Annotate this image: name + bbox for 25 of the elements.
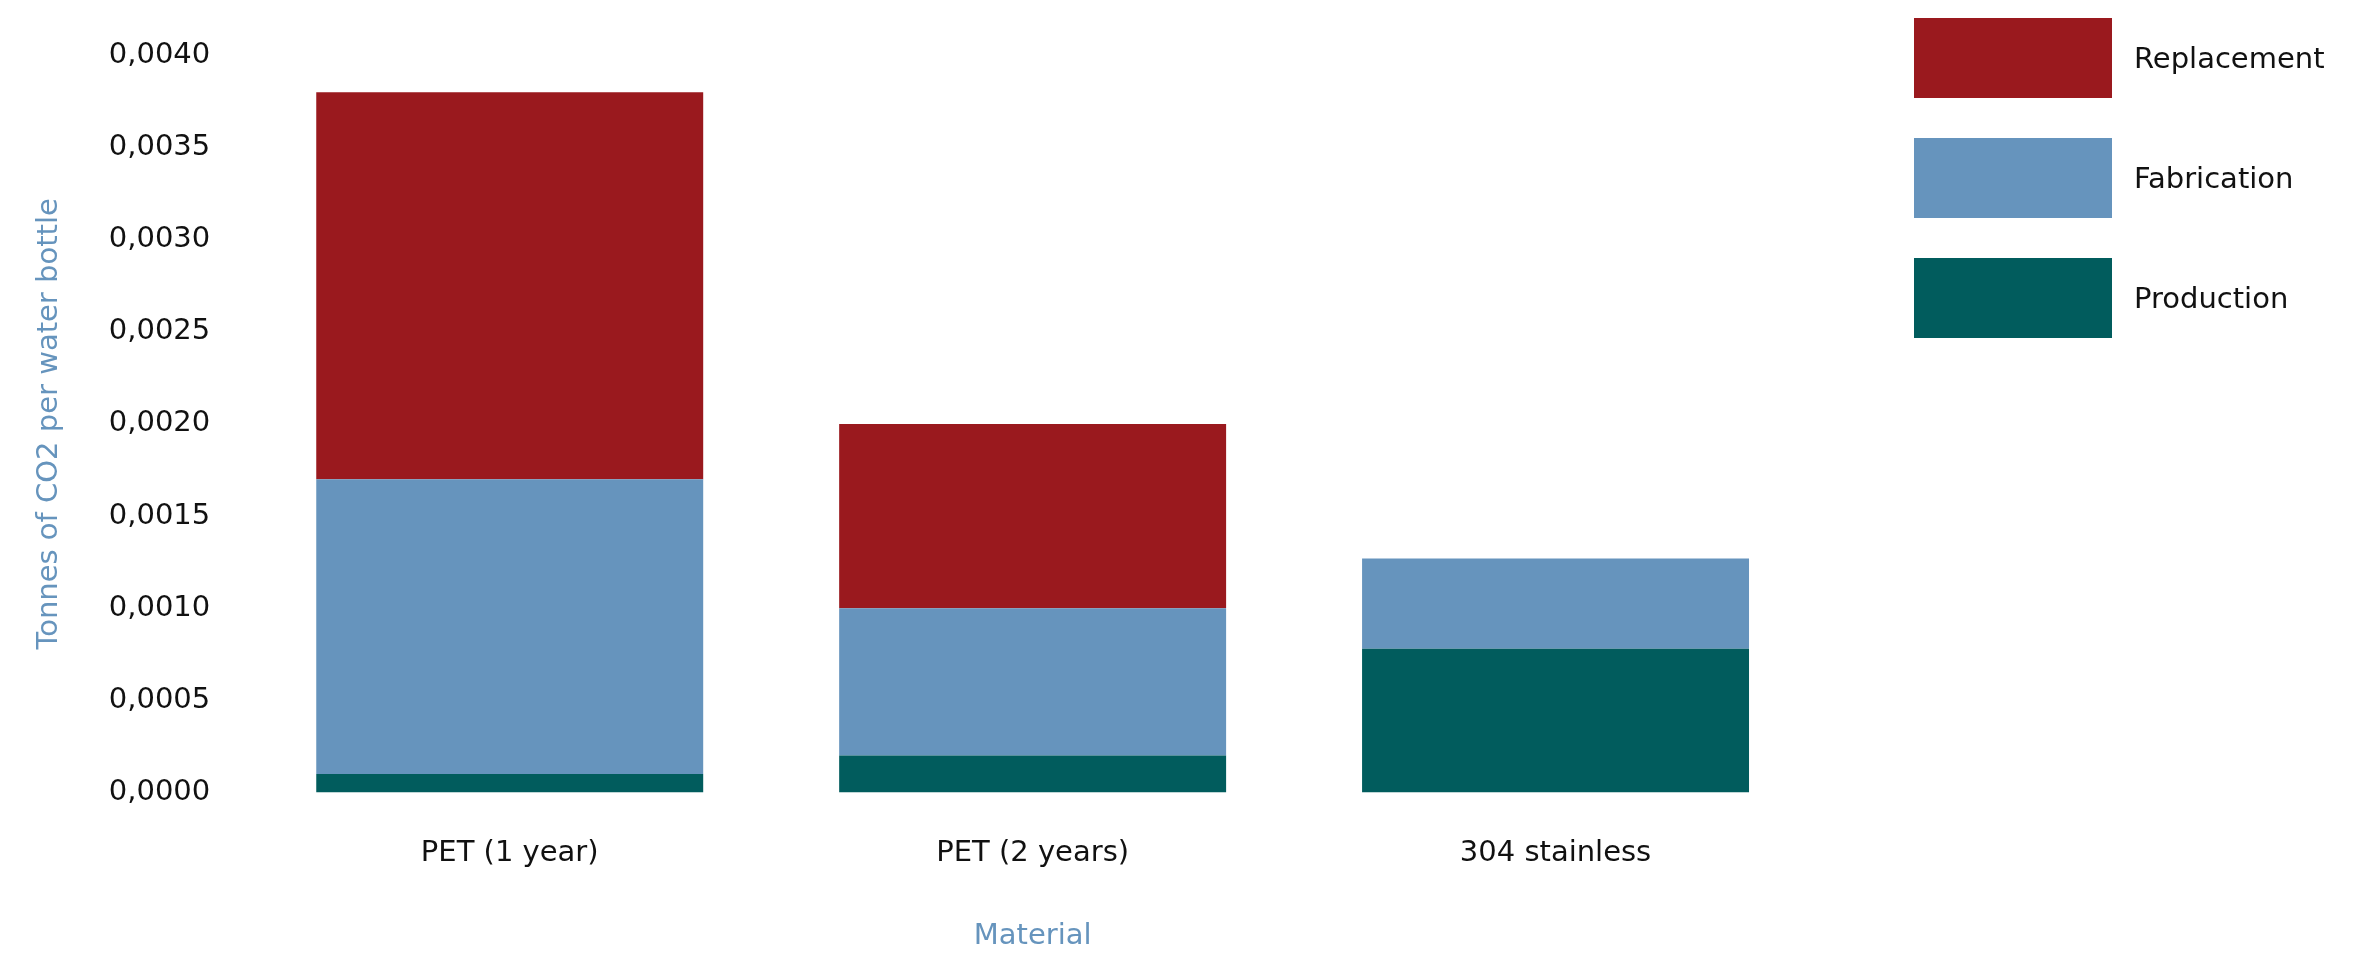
x-tick-label: 304 stainless [1459,834,1652,869]
y-tick-label: 0,0020 [108,404,211,439]
bar [839,608,1227,756]
y-tick-label: 0,0005 [108,680,211,715]
y-tick-label: 0,0035 [108,128,211,163]
text: Production [2134,281,2289,315]
y-axis-title: Tonnes of CO2 per water bottle [29,198,64,651]
bar [1362,648,1750,793]
bar [316,92,704,480]
y-tick-label: 0,0025 [108,312,211,347]
bar [1362,558,1750,649]
y-tick-label: 0,0030 [108,220,211,255]
y-tick-label: 0,0010 [108,588,211,623]
y-tick-label: 0,0000 [108,772,211,807]
bar [839,755,1227,793]
x-axis-title: Material [973,917,1092,952]
bar [316,479,704,774]
bar [316,773,704,793]
y-tick-label: 0,0040 [108,35,211,70]
text: Fabrication [2134,161,2294,195]
x-tick-label: PET (1 year) [420,834,599,869]
x-tick-label: PET (2 years) [936,834,1130,869]
bar [839,423,1227,609]
text: Replacement [2134,41,2325,75]
y-tick-label: 0,0015 [108,496,211,531]
